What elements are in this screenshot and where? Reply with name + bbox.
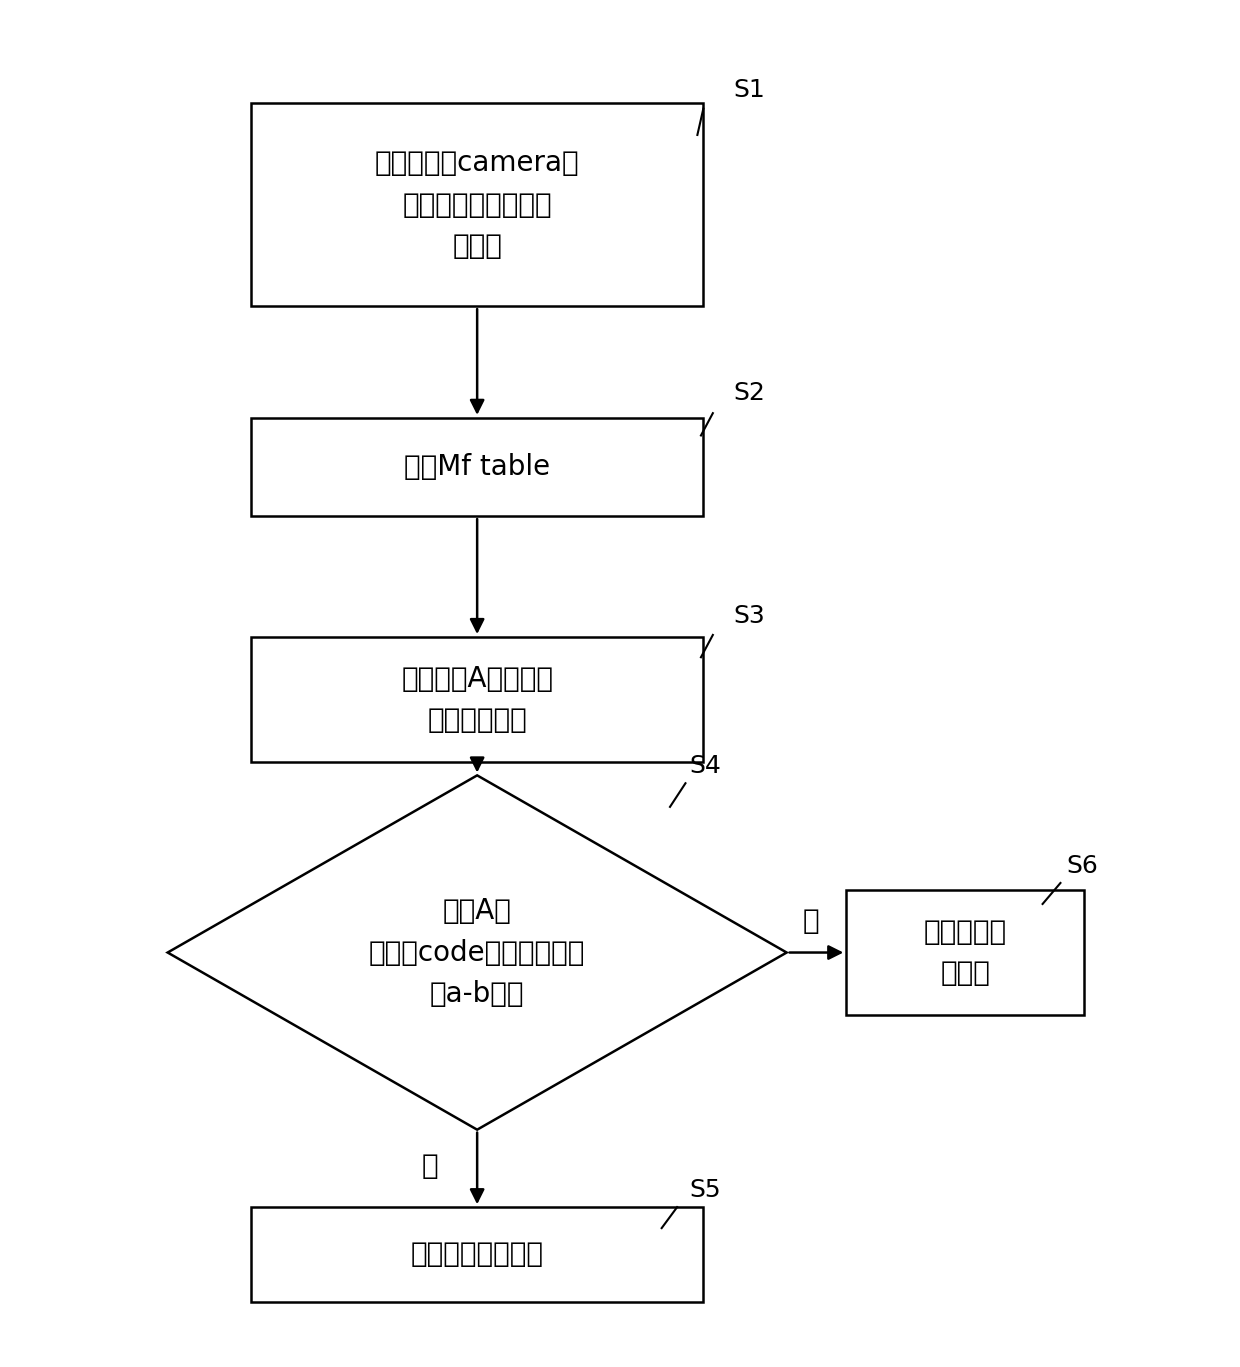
Text: S3: S3 <box>733 604 765 629</box>
Text: 能找到对焦清晰点: 能找到对焦清晰点 <box>410 1240 543 1269</box>
FancyBboxPatch shape <box>250 1207 703 1301</box>
Text: 找不到对焦
清晰点: 找不到对焦 清晰点 <box>924 917 1007 987</box>
Text: S5: S5 <box>689 1178 720 1202</box>
Text: 否: 否 <box>802 908 818 935</box>
Text: S6: S6 <box>1066 854 1099 878</box>
Text: S4: S4 <box>689 755 720 778</box>
Text: 判断A位
置所需code是否在固定死
在a-b之间: 判断A位 置所需code是否在固定死 在a-b之间 <box>370 897 585 1007</box>
Text: S1: S1 <box>733 78 765 103</box>
Text: 对准物体A调节转轴
进行手动对焦: 对准物体A调节转轴 进行手动对焦 <box>402 664 553 734</box>
Text: 获取Mf table: 获取Mf table <box>404 452 551 481</box>
FancyBboxPatch shape <box>250 103 703 306</box>
Text: S2: S2 <box>733 381 765 405</box>
Polygon shape <box>167 775 786 1129</box>
Text: 接收相机（camera）
启动指令，进入相机
的处理: 接收相机（camera） 启动指令，进入相机 的处理 <box>374 149 579 260</box>
Text: 是: 是 <box>422 1152 438 1181</box>
FancyBboxPatch shape <box>250 418 703 517</box>
FancyBboxPatch shape <box>250 637 703 761</box>
FancyBboxPatch shape <box>846 890 1084 1014</box>
